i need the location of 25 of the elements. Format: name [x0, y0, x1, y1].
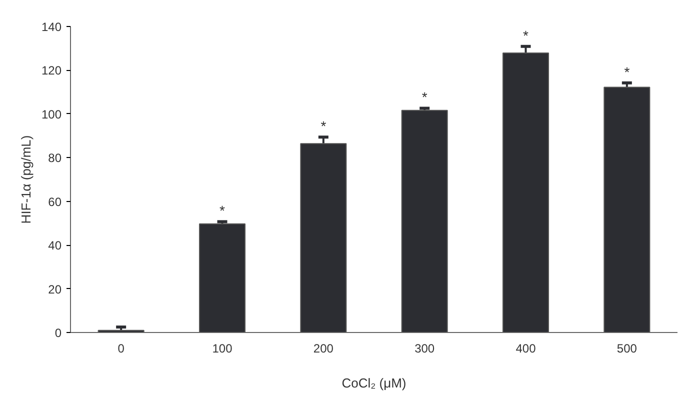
- x-tick-label: 300: [414, 342, 435, 356]
- y-axis-title: HIF-1α (pg/mL): [18, 135, 34, 224]
- y-tick-label: 20: [48, 282, 62, 296]
- annotation: *: [523, 27, 530, 44]
- y-tick-label: 60: [48, 194, 62, 209]
- bar: [502, 52, 550, 332]
- y-tick-label: 120: [41, 64, 62, 78]
- annotation: *: [220, 202, 226, 219]
- bar: [604, 86, 650, 332]
- y-tick-label: 40: [48, 238, 62, 253]
- x-tick-label: 0: [118, 342, 125, 356]
- y-tick-label: 100: [41, 107, 62, 122]
- x-tick-label: 400: [516, 342, 536, 356]
- x-tick-label: 200: [313, 342, 334, 356]
- y-tick-label: 140: [41, 20, 62, 34]
- annotation: *: [320, 118, 327, 134]
- bar: [198, 223, 246, 332]
- bar: [401, 110, 448, 332]
- annotation: *: [624, 64, 630, 80]
- y-tick-label: 80: [48, 151, 62, 166]
- x-tick-label: 100: [212, 342, 233, 356]
- x-tick-label: 500: [616, 342, 638, 356]
- x-axis-title: CoCl₂ (μM): [342, 376, 406, 390]
- annotation: *: [422, 89, 428, 106]
- y-tick-label: 0: [54, 326, 62, 340]
